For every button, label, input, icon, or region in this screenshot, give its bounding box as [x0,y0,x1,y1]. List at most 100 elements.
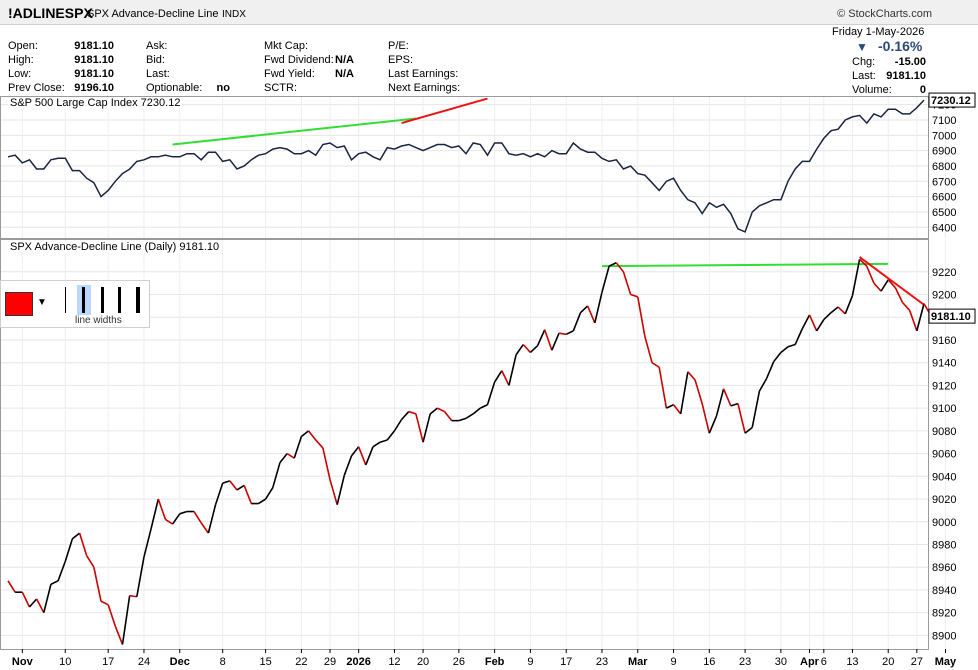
line-color-swatch[interactable] [5,292,33,316]
ad-segment [536,329,546,346]
ad-segment [887,279,896,289]
y-tick-label: 7100 [932,115,956,127]
ad-segment [666,404,674,409]
bottom-panel-title: SPX Advance-Decline Line (Daily) 9181.10 [8,241,222,253]
line-width-2[interactable] [82,287,85,313]
ad-segment [586,305,596,324]
line-width-1[interactable] [65,287,66,313]
top-panel-trendlines [172,97,488,146]
ad-segment [558,332,567,336]
ad-segment [78,532,88,557]
y-tick-label: 6500 [932,207,956,219]
ad-segment [286,452,295,459]
ad-segment [386,430,396,441]
x-tick-label: 29 [324,656,336,668]
x-tick-label: 10 [59,656,71,668]
top-panel-y-axis: 6400650066006700680069007000710072007230… [928,92,976,234]
ad-segment [572,312,582,332]
ad-segment [100,600,109,606]
next-earnings-label: Next Earnings: [388,82,461,94]
ad-segment [50,580,59,585]
line-width-5[interactable] [136,287,140,313]
line-width-4[interactable] [118,287,121,313]
line-width-3[interactable] [101,287,104,313]
ad-segment [121,595,131,645]
ad-segment [458,417,467,422]
ad-segment [429,407,438,415]
security-name: SPX Advance-Decline Line [87,8,219,20]
high-label: High: [8,54,34,66]
last-label: Last: [146,68,170,80]
ad-segment [722,388,732,407]
fwd-yield-label: Fwd Yield: [264,68,315,80]
ad-segment [422,413,431,443]
ad-segment [737,403,746,434]
x-tick-label: 2026 [346,656,370,668]
ad-segment [437,407,445,413]
ad-segment [129,594,137,598]
last-value-tag-box [928,92,976,108]
quote-date: Friday 1-May-2026 [832,26,925,38]
y-tick-label: 6900 [932,146,956,158]
open-label: Open: [8,40,38,52]
x-tick-label: 23 [596,656,608,668]
ad-segment [28,598,38,608]
x-tick-label: 9 [670,656,676,668]
ad-segment [272,462,281,488]
ad-segment [322,447,331,480]
y-tick-label: 9120 [932,380,956,392]
ad-segment [71,532,81,540]
top-panel-box [0,96,929,239]
ad-segment [315,439,324,449]
ad-segment [916,303,925,332]
ad-segment [179,510,188,515]
top-panel-title: S&P 500 Large Cap Index 7230.12 [8,97,183,109]
last-value-tag: 9181.10 [931,311,971,323]
x-tick-label: Mar [628,656,648,668]
ad-segment [851,259,861,296]
x-tick-label: 8 [220,656,226,668]
ad-segment [35,598,45,614]
prev-close-value: 9196.10 [74,82,114,94]
ad-segment [894,287,904,303]
dropdown-arrow-icon[interactable]: ▼ [37,297,47,308]
ad-segment [443,411,453,422]
spx-price-line [7,99,925,233]
ad-segment [808,314,818,332]
ad-segment [222,480,231,484]
ad-segment [165,518,174,525]
ad-segment [21,591,31,608]
last-price-value: 9181.10 [886,70,926,82]
ad-segment [880,279,889,292]
trendline-red [858,256,925,306]
spx-series-line [7,99,925,233]
ad-segment [529,345,539,354]
stockcharts-logo[interactable]: © StockCharts.com [837,8,932,20]
y-tick-label: 6400 [932,222,956,234]
x-tick-label: May [935,656,957,668]
x-tick-label: 6 [821,656,827,668]
pct-change: -0.16% [878,38,923,54]
trendline-green [601,262,889,268]
prev-close-label: Prev Close: [8,82,65,94]
ad-segment [565,330,574,336]
y-tick-label: 9000 [932,517,956,529]
y-tick-label: 9080 [932,426,956,438]
chg-label: Chg: [852,56,876,68]
ad-segment [357,446,367,466]
ad-segment [744,426,753,434]
ad-segment [150,498,160,529]
ask-label: Ask: [146,40,168,52]
ad-segment [773,351,782,363]
ad-segment [801,314,811,329]
y-tick-label: 9200 [932,290,956,302]
ad-segment [264,487,274,500]
ad-segment [408,410,417,415]
bid-label: Bid: [146,54,165,66]
ad-segment [243,485,253,504]
bottom-panel-y-axis: 8900 8920 8940 8960 8980 9000 9020 9040 9060 9080… [928,267,976,642]
ad-segment [7,580,16,593]
y-tick-label: 8980 [932,539,956,551]
low-label: Low: [8,68,32,80]
